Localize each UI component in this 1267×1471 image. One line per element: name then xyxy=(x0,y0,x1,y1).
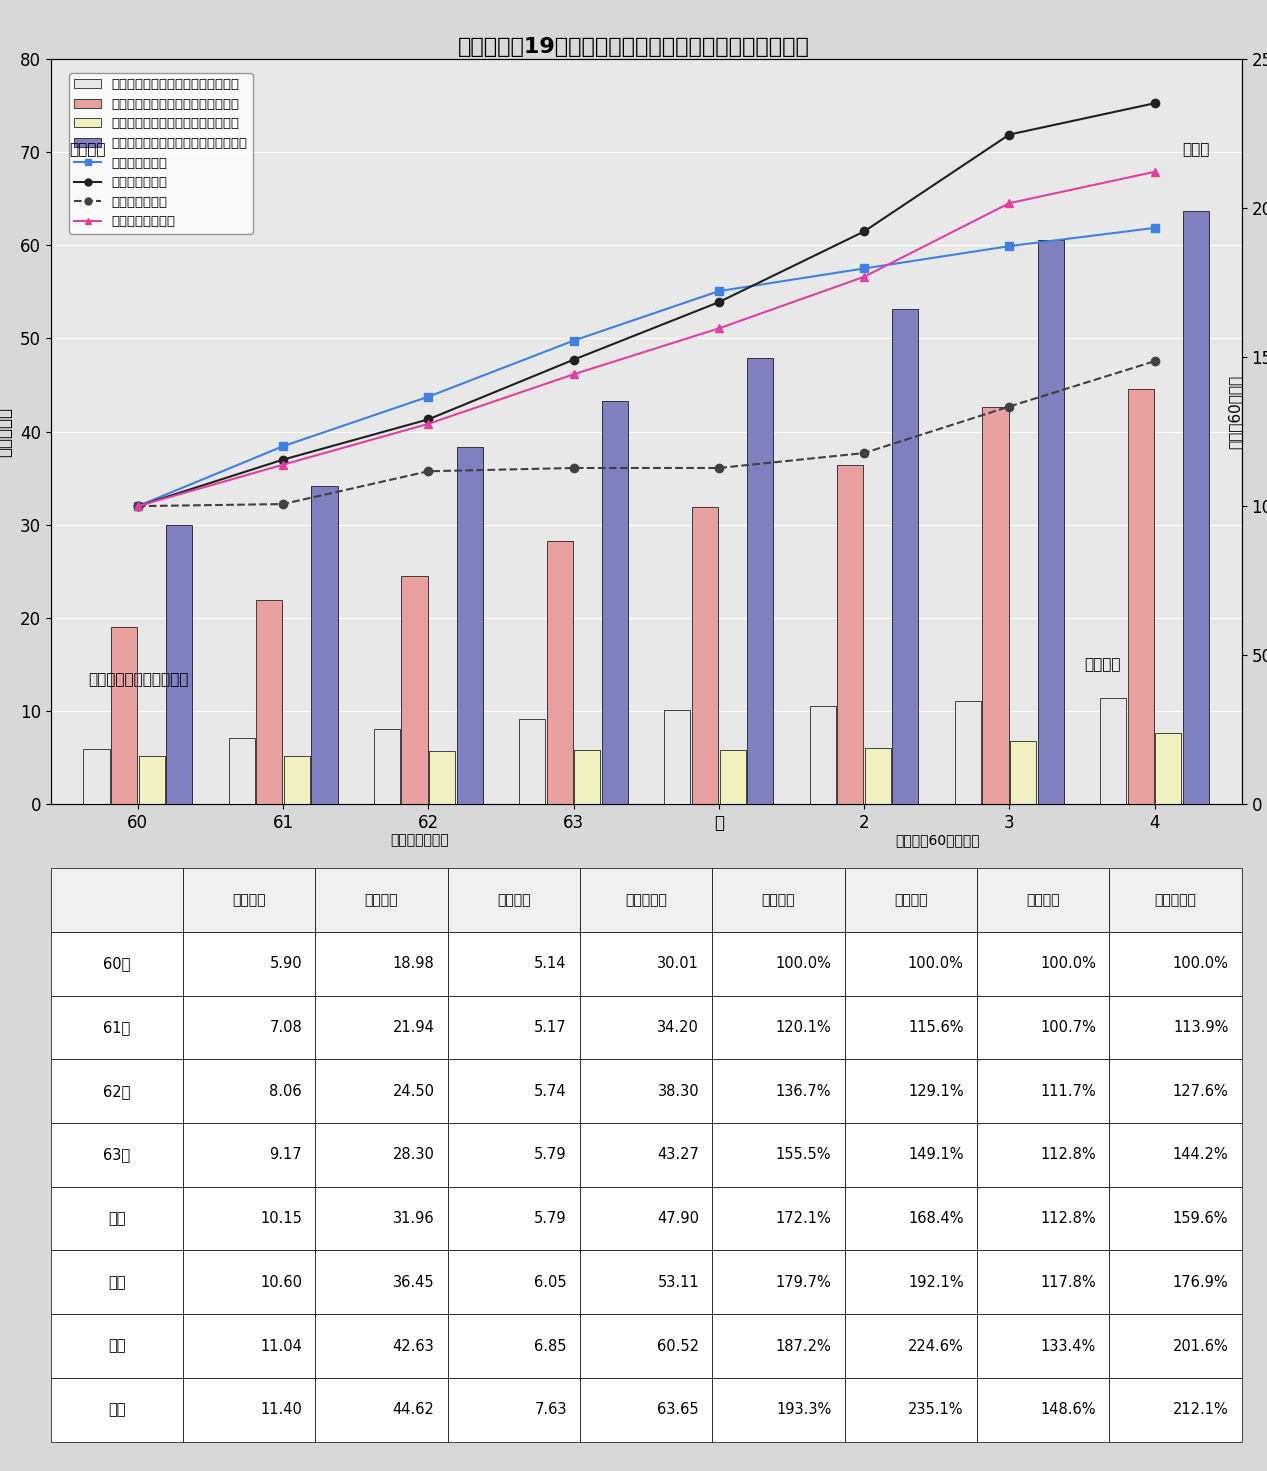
Bar xyxy=(720,750,746,805)
Bar xyxy=(84,749,109,805)
Bar xyxy=(1010,740,1036,805)
Text: （年末）: （年末） xyxy=(1085,658,1120,672)
Bar xyxy=(692,506,718,805)
Bar xyxy=(574,750,601,805)
Bar xyxy=(955,702,981,805)
Bar xyxy=(456,447,483,805)
Text: （兆円）: （兆円） xyxy=(70,143,106,157)
Bar xyxy=(1038,240,1064,805)
Bar xyxy=(664,710,691,805)
Bar xyxy=(374,730,400,805)
Bar xyxy=(256,600,283,805)
Bar xyxy=(138,756,165,805)
Bar xyxy=(602,402,628,805)
Bar xyxy=(284,756,310,805)
Bar xyxy=(1183,212,1209,805)
Bar xyxy=(748,357,773,805)
Bar xyxy=(519,719,545,805)
Bar xyxy=(982,407,1009,805)
Bar xyxy=(865,747,891,805)
Legend: 家計部門の情報通信機器ストック額, 企業部門の情報通信機器ストック額, 公共部門の情報通信機器ストック額, 我が国全体の情報通信機器ストック額, 家計部門の伸び: 家計部門の情報通信機器ストック額, 企業部門の情報通信機器ストック額, 公共部門… xyxy=(70,74,252,234)
Bar xyxy=(837,465,863,805)
Text: 郵政省資料等により作成: 郵政省資料等により作成 xyxy=(89,672,189,687)
Y-axis label: ストック額: ストック額 xyxy=(0,406,13,456)
Bar xyxy=(546,541,573,805)
Text: 対昭和60年末比: 対昭和60年末比 xyxy=(1228,375,1243,449)
Bar xyxy=(228,738,255,805)
Bar xyxy=(312,485,337,805)
Text: （対昭和60年末比）: （対昭和60年末比） xyxy=(896,833,981,847)
Bar xyxy=(1100,699,1126,805)
Text: 第１－３－19図　我が国の情報通信機器ストックの推移: 第１－３－19図 我が国の情報通信機器ストックの推移 xyxy=(457,37,810,57)
Bar xyxy=(892,309,919,805)
Text: （単位：兆円）: （単位：兆円） xyxy=(390,833,450,847)
Text: （％）: （％） xyxy=(1182,143,1210,157)
Bar xyxy=(1156,733,1181,805)
Bar xyxy=(810,706,836,805)
Bar xyxy=(1128,388,1154,805)
Bar xyxy=(430,750,455,805)
Bar xyxy=(111,628,137,805)
Bar xyxy=(166,525,193,805)
Bar xyxy=(402,577,427,805)
